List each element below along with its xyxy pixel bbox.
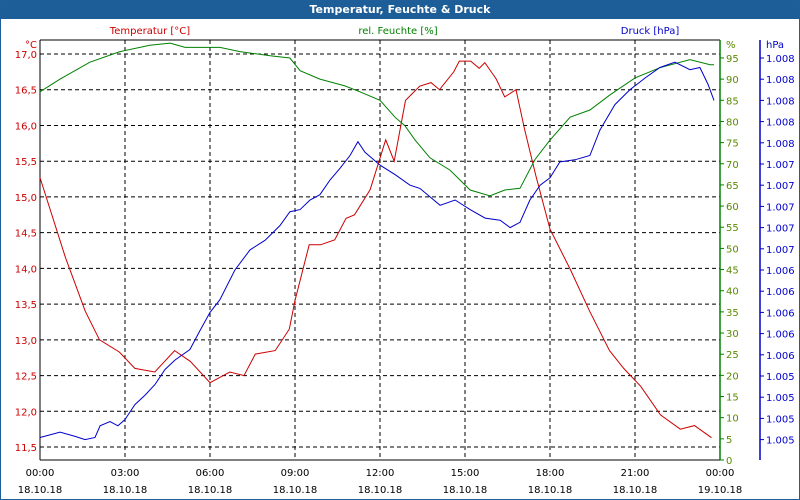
humidity-tick-label: 65 bbox=[726, 181, 739, 192]
humidity-tick-label: 5 bbox=[726, 435, 732, 446]
x-tick-date: 18.10.18 bbox=[528, 485, 573, 496]
x-tick-time: 09:00 bbox=[281, 468, 310, 479]
pressure-line bbox=[39, 61, 715, 441]
humidity-tick-label: 95 bbox=[726, 54, 739, 65]
humidity-tick-label: 35 bbox=[726, 308, 739, 319]
humidity-axis-title: rel. Feuchte [%] bbox=[358, 26, 437, 37]
temperature-tick-label: 15,5 bbox=[15, 157, 37, 168]
humidity-unit-label: % bbox=[726, 40, 736, 51]
pressure-tick-label: 1.008 bbox=[766, 54, 795, 65]
pressure-tick-label: 1.008 bbox=[766, 75, 795, 86]
x-tick-date: 18.10.18 bbox=[103, 485, 148, 496]
pressure-tick-label: 1.005 bbox=[766, 414, 795, 425]
humidity-tick-label: 45 bbox=[726, 266, 739, 277]
pressure-tick-label: 1.005 bbox=[766, 372, 795, 383]
x-tick-time: 12:00 bbox=[366, 468, 395, 479]
humidity-tick-label: 60 bbox=[726, 202, 739, 213]
pressure-tick-label: 1.006 bbox=[766, 308, 795, 319]
temperature-tick-label: 12,0 bbox=[15, 407, 37, 418]
humidity-tick-label: 85 bbox=[726, 96, 739, 107]
x-tick-date: 18.10.18 bbox=[613, 485, 658, 496]
humidity-tick-label: 50 bbox=[726, 244, 739, 255]
humidity-tick-label: 55 bbox=[726, 223, 739, 234]
temperature-tick-label: 13,0 bbox=[15, 336, 37, 347]
pressure-tick-label: 1.007 bbox=[766, 202, 795, 213]
pressure-tick-label: 1.007 bbox=[766, 160, 795, 171]
temperature-axis-title: Temperatur [°C] bbox=[109, 26, 190, 37]
temperature-tick-label: 16,0 bbox=[15, 121, 37, 132]
pressure-tick-label: 1.006 bbox=[766, 287, 795, 298]
humidity-tick-label: 90 bbox=[726, 75, 739, 86]
x-tick-time: 03:00 bbox=[111, 468, 140, 479]
pressure-tick-label: 1.008 bbox=[766, 139, 795, 150]
x-tick-time: 15:00 bbox=[451, 468, 480, 479]
window-title: Temperatur, Feuchte & Druck bbox=[1, 1, 799, 19]
humidity-tick-label: 25 bbox=[726, 350, 739, 361]
x-tick-date: 18.10.18 bbox=[273, 485, 318, 496]
x-tick-time: 18:00 bbox=[536, 468, 565, 479]
x-tick-time: 00:00 bbox=[706, 468, 735, 479]
pressure-unit-label: hPa bbox=[766, 40, 784, 51]
temperature-tick-label: 11,5 bbox=[15, 443, 37, 454]
temperature-tick-label: 12,5 bbox=[15, 372, 37, 383]
x-tick-date: 18.10.18 bbox=[188, 485, 233, 496]
pressure-tick-label: 1.006 bbox=[766, 266, 795, 277]
x-tick-date: 19.10.18 bbox=[698, 485, 743, 496]
temperature-tick-label: 16,5 bbox=[15, 86, 37, 97]
humidity-tick-label: 15 bbox=[726, 393, 739, 404]
x-tick-time: 00:00 bbox=[26, 468, 55, 479]
temperature-tick-label: 14,5 bbox=[15, 229, 37, 240]
humidity-tick-label: 80 bbox=[726, 117, 739, 128]
pressure-tick-label: 1.008 bbox=[766, 118, 795, 129]
pressure-tick-label: 1.007 bbox=[766, 181, 795, 192]
temperature-tick-label: 17,0 bbox=[15, 50, 37, 61]
temperature-line bbox=[39, 60, 712, 439]
humidity-tick-label: 70 bbox=[726, 160, 739, 171]
humidity-line bbox=[39, 42, 714, 197]
temperature-tick-label: 14,0 bbox=[15, 264, 37, 275]
temperature-unit-label: °C bbox=[25, 40, 37, 51]
temperature-tick-label: 15,0 bbox=[15, 193, 37, 204]
x-tick-date: 18.10.18 bbox=[18, 485, 63, 496]
pressure-tick-label: 1.007 bbox=[766, 245, 795, 256]
pressure-tick-label: 1.005 bbox=[766, 393, 795, 404]
humidity-tick-label: 30 bbox=[726, 329, 739, 340]
x-tick-date: 18.10.18 bbox=[358, 485, 403, 496]
humidity-tick-label: 10 bbox=[726, 414, 739, 425]
humidity-tick-label: 40 bbox=[726, 287, 739, 298]
x-tick-time: 21:00 bbox=[621, 468, 650, 479]
pressure-axis-title: Druck [hPa] bbox=[621, 26, 680, 37]
humidity-tick-label: 75 bbox=[726, 139, 739, 150]
pressure-tick-label: 1.005 bbox=[766, 436, 795, 447]
pressure-tick-label: 1.006 bbox=[766, 330, 795, 341]
x-tick-time: 06:00 bbox=[196, 468, 225, 479]
pressure-tick-label: 1.008 bbox=[766, 96, 795, 107]
pressure-tick-label: 1.007 bbox=[766, 224, 795, 235]
humidity-tick-label: 0 bbox=[726, 456, 732, 467]
temperature-tick-label: 13,5 bbox=[15, 300, 37, 311]
humidity-tick-label: 20 bbox=[726, 371, 739, 382]
pressure-tick-label: 1.006 bbox=[766, 351, 795, 362]
x-tick-date: 18.10.18 bbox=[443, 485, 488, 496]
